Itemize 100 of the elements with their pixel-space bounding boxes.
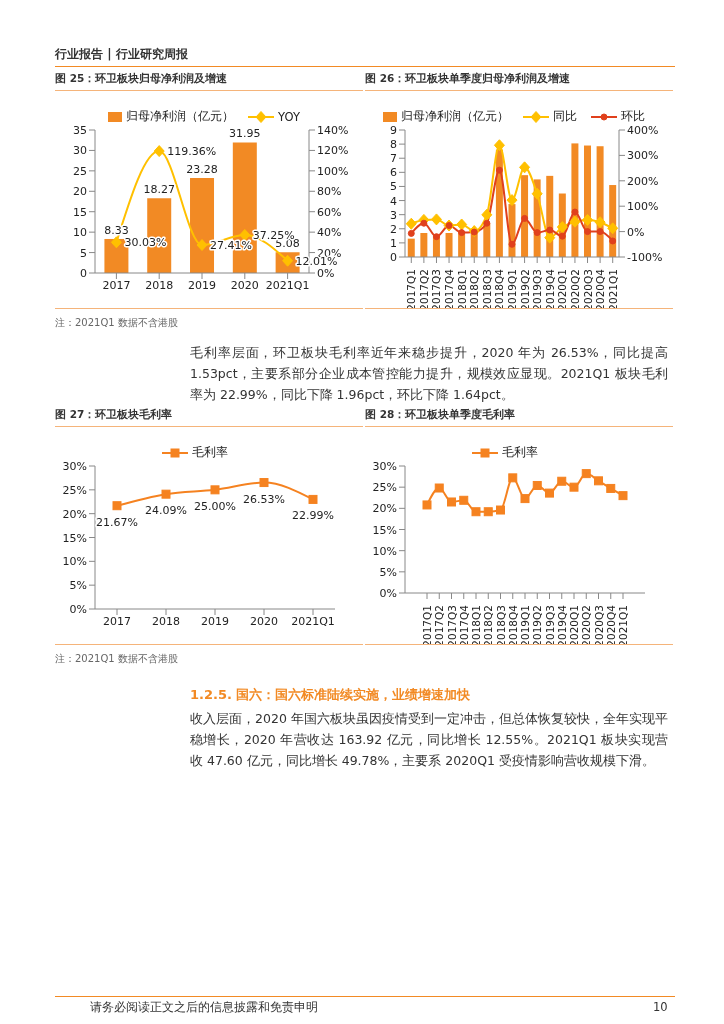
x-tick-label: 2018Q2 <box>482 605 495 647</box>
x-tick-label: 2017Q1 <box>421 605 433 647</box>
x-tick-label: 2018Q1 <box>455 269 468 311</box>
y-tick-label: 0 <box>80 267 87 280</box>
y2-tick-label: 400% <box>627 124 659 137</box>
x-tick-label: 2017Q3 <box>445 605 458 647</box>
x-tick-label: 2019Q4 <box>543 268 556 311</box>
legend-label: YOY <box>278 109 300 124</box>
y2-tick-label: 120% <box>317 144 349 158</box>
y-tick-label: 20% <box>372 502 397 516</box>
y-tick-label: 15 <box>73 205 87 219</box>
x-tick-label: 2018Q1 <box>470 605 482 647</box>
y-tick-label: 35 <box>73 124 87 137</box>
x-tick-label: 2018 <box>152 614 180 628</box>
x-tick-label: 2017Q4 <box>457 604 470 647</box>
y2-tick-label: -100% <box>627 251 663 264</box>
x-tick-label: 2020Q1 <box>568 605 580 647</box>
x-tick-label: 2018Q4 <box>493 268 506 311</box>
x-tick-label: 2019Q2 <box>518 269 531 311</box>
x-tick-label: 2019Q4 <box>555 604 568 647</box>
chart-title: 图 25：环卫板块归母净利润及增速 <box>55 72 363 91</box>
y-tick-label: 0% <box>69 603 87 616</box>
x-tick-label: 2018 <box>145 278 174 292</box>
y-tick-label: 5% <box>379 565 397 579</box>
y-tick-label: 10% <box>372 544 397 558</box>
x-tick-label: 2017Q3 <box>430 269 443 311</box>
data-label: 25.00% <box>194 499 236 513</box>
y-tick-label: 5 <box>390 180 397 194</box>
y-tick-label: 4 <box>390 194 397 208</box>
y-tick-label: 5 <box>80 246 87 260</box>
x-tick-label: 2020Q2 <box>568 269 581 311</box>
y-tick-label: 6 <box>390 166 397 180</box>
y-tick-label: 25 <box>73 164 87 178</box>
legend-label: 毛利率 <box>502 445 538 460</box>
x-tick-label: 2020 <box>230 278 259 292</box>
text: 请务必阅读正文之后的信息披露和免责申明 <box>90 1000 318 1015</box>
y-tick-label: 30% <box>372 460 397 473</box>
x-tick-label: 2019 <box>188 278 216 292</box>
y-tick-label: 25% <box>62 483 87 497</box>
x-tick-label: 2020Q4 <box>594 268 607 311</box>
data-label: 26.53% <box>243 492 285 506</box>
y-tick-label: 20% <box>62 507 87 521</box>
x-tick-label: 2019 <box>201 614 229 628</box>
y-tick-label: 25% <box>372 481 397 495</box>
y2-tick-label: 100% <box>317 164 349 178</box>
y-tick-label: 15% <box>62 531 87 545</box>
y2-tick-label: 40% <box>317 226 342 240</box>
x-tick-label: 2020 <box>250 614 278 628</box>
text: 收入层面，2020 年国六板块虽因疫情受到一定冲击，但总体恢复较快，全年实现平稳增长，2020 年营收达 163.92 亿元，同比增长 12.55%。2021Q1 板块实现营收 47.60 亿元，同比增长 49.78%，主要系 2020Q1 受疫情影响营收规模下滑。 <box>190 710 668 770</box>
data-label: 119.36% <box>167 145 217 159</box>
y-tick-label: 7 <box>390 152 397 166</box>
x-tick-label: 2018Q3 <box>480 269 493 311</box>
y2-tick-label: 80% <box>317 185 342 199</box>
y2-tick-label: 300% <box>627 149 659 163</box>
y-tick-label: 2 <box>390 222 397 236</box>
x-tick-label: 2017Q1 <box>405 269 418 311</box>
text: 毛利率层面，环卫板块毛利率近年来稳步提升，2020 年为 26.53%，同比提高 1.53pct，主要系部分企业成本管控能力提升，规模效应显现。2021Q1 板块毛利率为 22.99%，同比下降 1.96pct，环比下降 1.64pct。 <box>190 344 668 404</box>
y-tick-label: 30 <box>73 144 87 158</box>
y-tick-label: 10 <box>73 226 87 240</box>
x-tick-label: 2019Q1 <box>506 269 518 311</box>
legend-label: 同比 <box>553 109 577 124</box>
chart-title: 图 26：环卫板块单季度归母净利润及增速 <box>365 72 673 91</box>
x-tick-label: 2020Q3 <box>581 269 594 311</box>
data-label: 21.67% <box>96 515 138 529</box>
y2-tick-label: 0% <box>627 225 645 239</box>
x-tick-label: 2021Q1 <box>291 614 335 628</box>
x-tick-label: 2021Q1 <box>617 605 629 647</box>
x-tick-label: 2018Q4 <box>506 604 519 647</box>
x-tick-label: 2019Q1 <box>519 605 531 647</box>
x-tick-label: 2017 <box>103 614 131 628</box>
legend-label: 归母净利润（亿元） <box>126 109 235 124</box>
x-tick-label: 2021Q1 <box>265 278 310 292</box>
x-tick-label: 2019Q3 <box>543 605 556 647</box>
text: 行业报告 | 行业研究周报 <box>55 46 188 63</box>
x-tick-label: 2018Q2 <box>468 269 481 311</box>
y-tick-label: 3 <box>390 208 397 222</box>
chart-title: 图 28：环卫板块单季度毛利率 <box>365 408 673 427</box>
data-label: 18.27 <box>143 183 175 197</box>
y-tick-label: 5% <box>69 579 87 593</box>
y2-tick-label: 60% <box>317 205 342 219</box>
x-tick-label: 2020Q2 <box>580 605 593 647</box>
y-tick-label: 30% <box>62 460 87 473</box>
text: 注：2021Q1 数据不含港股 <box>55 316 178 330</box>
x-tick-label: 2017Q2 <box>433 605 446 647</box>
y-tick-label: 0% <box>379 587 397 600</box>
x-tick-label: 2020Q4 <box>604 604 617 647</box>
y-tick-label: 1 <box>390 236 397 250</box>
data-label: 24.09% <box>145 504 187 518</box>
chart-title: 图 27：环卫板块毛利率 <box>55 408 363 427</box>
y-tick-label: 20 <box>73 185 87 199</box>
y-tick-label: 9 <box>390 124 397 137</box>
y2-tick-label: 140% <box>317 124 349 137</box>
x-tick-label: 2018Q3 <box>494 605 507 647</box>
data-label: 23.28 <box>186 162 218 176</box>
x-tick-label: 2017Q4 <box>443 268 456 311</box>
data-label: 31.95 <box>229 127 261 141</box>
y-tick-label: 0 <box>390 251 397 264</box>
y2-tick-label: 0% <box>317 267 335 280</box>
x-tick-label: 2021Q1 <box>606 269 619 311</box>
data-label: 22.99% <box>292 509 334 523</box>
